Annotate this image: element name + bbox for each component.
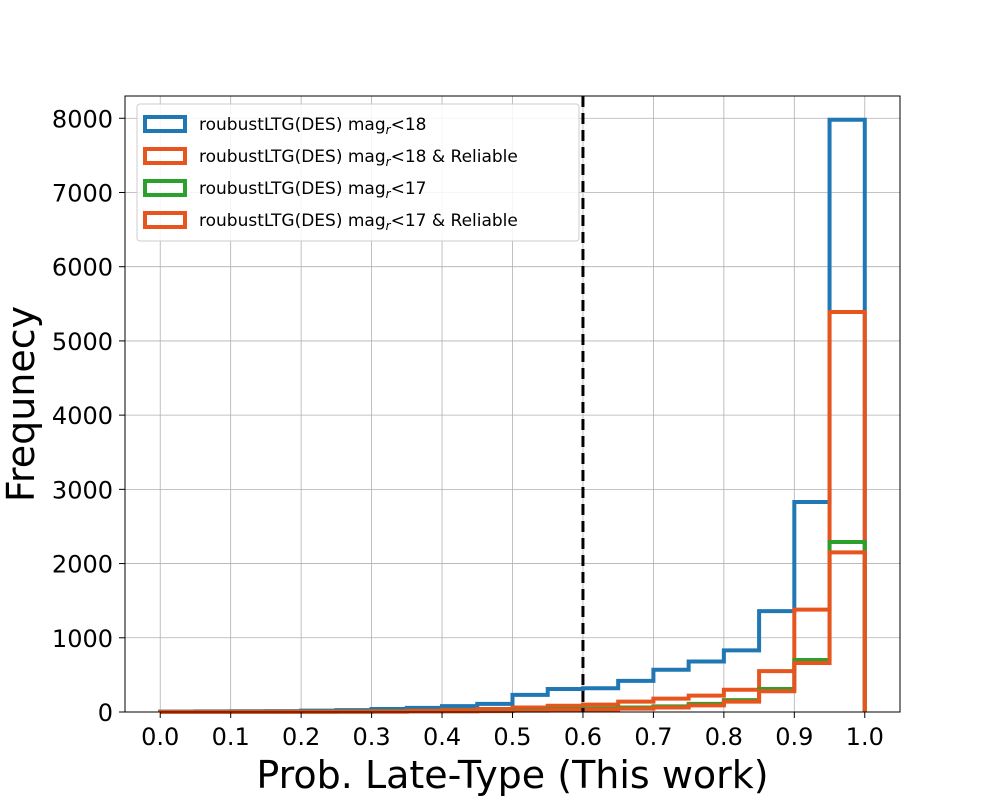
x-tick-label-9: 0.9 xyxy=(775,723,813,751)
legend-label-main-2: roubustLTG(DES) mag xyxy=(199,179,386,199)
y-tick-label-2: 2000 xyxy=(52,551,113,579)
x-tick-label-6: 0.6 xyxy=(564,723,602,751)
x-tick-label-5: 0.5 xyxy=(493,723,531,751)
x-tick-label-7: 0.7 xyxy=(634,723,672,751)
legend-swatch-3 xyxy=(143,211,187,229)
x-axis-ticks: 0.0 0.1 0.2 0.3 0.4 0.5 0.6 0.7 0.8 0.9 1.0 xyxy=(141,712,884,751)
x-tick-label-8: 0.8 xyxy=(705,723,743,751)
y-tick-label-4: 4000 xyxy=(52,402,113,430)
x-tick-label-10: 1.0 xyxy=(846,723,884,751)
legend-label-subscript-0: r xyxy=(386,123,392,137)
x-tick-label-1: 0.1 xyxy=(212,723,250,751)
legend-label-suffix-3: <17 & Reliable xyxy=(391,211,518,231)
y-tick-label-1: 1000 xyxy=(52,625,113,653)
legend-label-2: roubustLTG(DES) magr<17 xyxy=(199,179,426,201)
legend-label-main-0: roubustLTG(DES) mag xyxy=(199,115,386,135)
y-tick-label-5: 5000 xyxy=(52,328,113,356)
x-tick-label-3: 0.3 xyxy=(353,723,391,751)
y-tick-label-3: 3000 xyxy=(52,476,113,504)
legend-label-subscript-3: r xyxy=(386,219,392,233)
legend-swatch-1 xyxy=(143,147,187,165)
x-tick-label-2: 0.2 xyxy=(282,723,320,751)
legend-label-suffix-0: <18 xyxy=(391,115,427,135)
y-axis-ticks: 0 1000 2000 3000 4000 5000 6000 7000 8000 xyxy=(52,105,125,727)
y-axis-label: Frequnecy xyxy=(0,306,43,502)
legend-swatch-0 xyxy=(143,115,187,133)
y-tick-label-8: 8000 xyxy=(52,105,113,133)
legend-label-suffix-1: <18 & Reliable xyxy=(391,147,518,167)
legend-label-subscript-2: r xyxy=(386,187,392,201)
legend-label-suffix-2: <17 xyxy=(391,179,427,199)
y-tick-label-6: 6000 xyxy=(52,254,113,282)
x-axis-label: Prob. Late-Type (This work) xyxy=(256,753,768,797)
y-tick-label-0: 0 xyxy=(98,699,113,727)
legend-label-1: roubustLTG(DES) magr<18 & Reliable xyxy=(199,147,518,169)
legend-box xyxy=(136,103,580,242)
x-tick-label-0: 0.0 xyxy=(141,723,179,751)
legend-label-3: roubustLTG(DES) magr<17 & Reliable xyxy=(199,211,518,233)
x-tick-label-4: 0.4 xyxy=(423,723,461,751)
legend-label-0: roubustLTG(DES) magr<18 xyxy=(199,115,426,137)
legend-label-main-1: roubustLTG(DES) mag xyxy=(199,147,386,167)
legend-label-subscript-1: r xyxy=(386,155,392,169)
y-tick-label-7: 7000 xyxy=(52,179,113,207)
legend-label-main-3: roubustLTG(DES) mag xyxy=(199,211,386,231)
legend-swatch-2 xyxy=(143,179,187,197)
